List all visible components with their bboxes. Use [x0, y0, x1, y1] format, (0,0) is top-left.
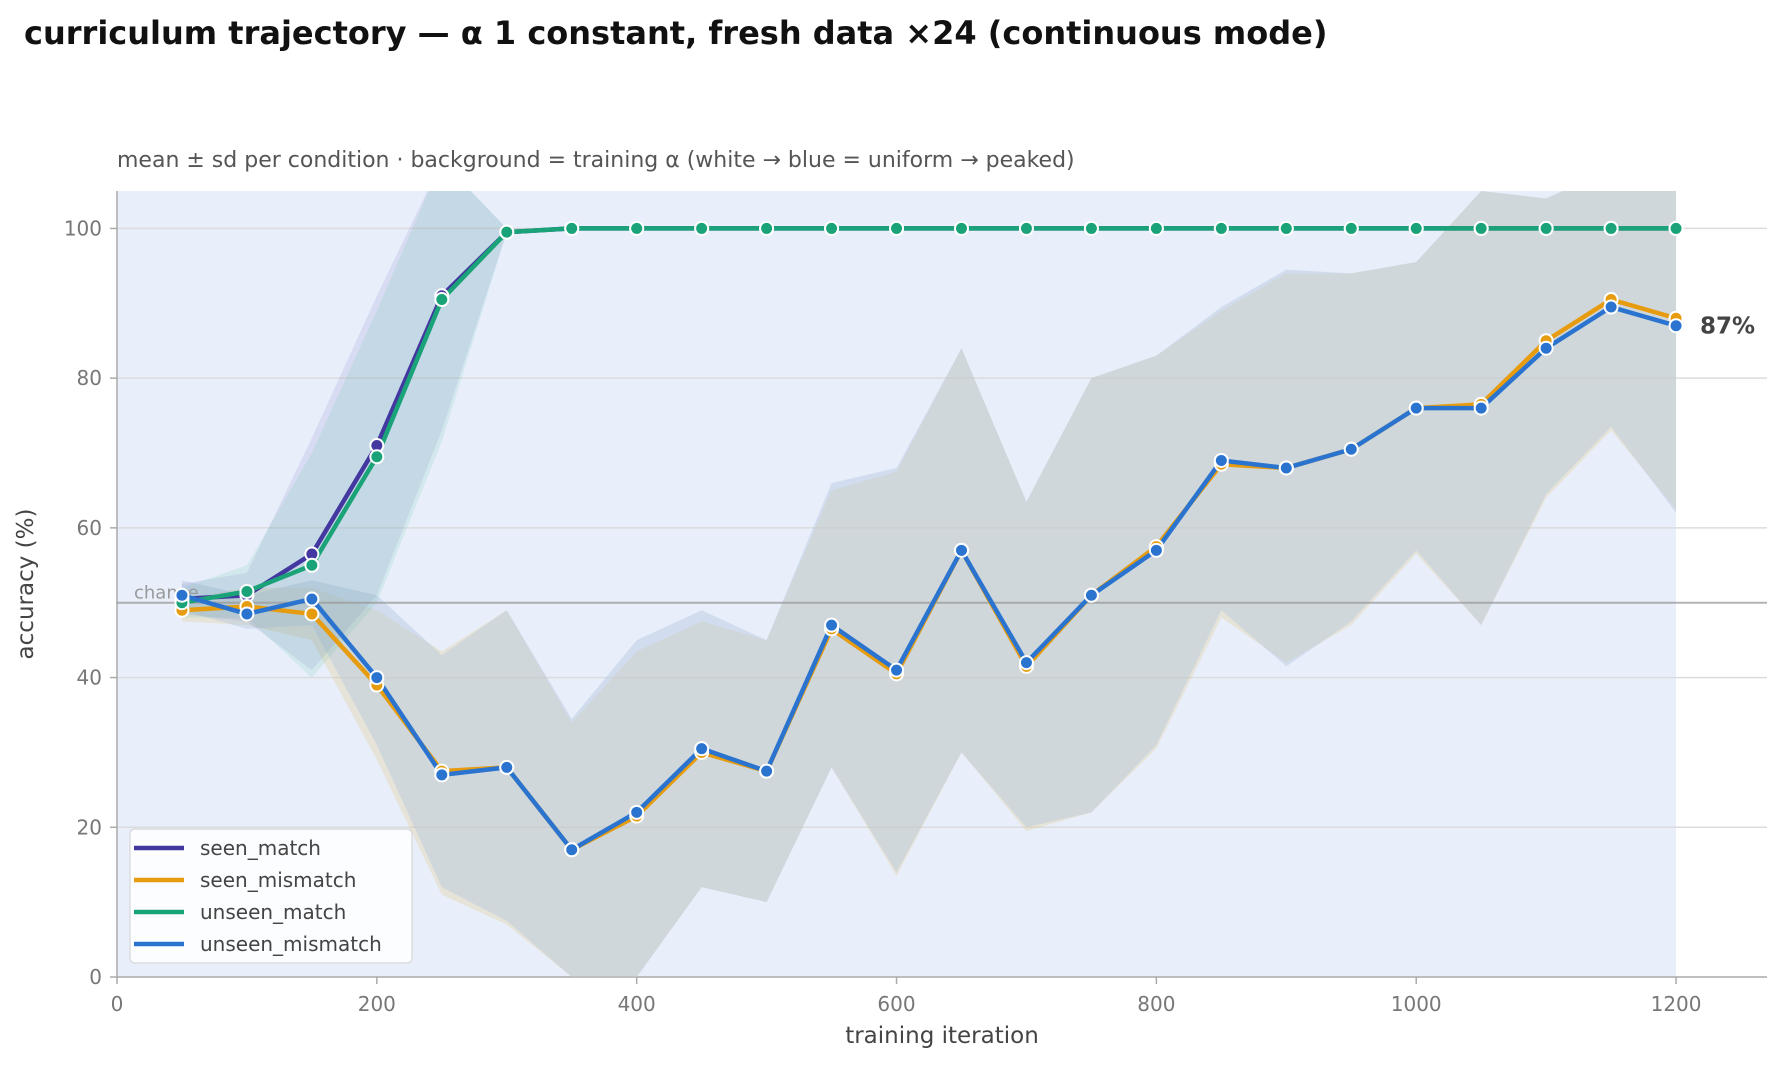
data-point-unseen_match [499, 224, 515, 240]
data-point-unseen_mismatch [499, 759, 515, 775]
x-tick-label: 1200 [1651, 992, 1702, 1016]
legend-box [129, 828, 413, 964]
chart-subtitle: mean ± sd per condition · background = t… [117, 148, 1075, 173]
data-point-unseen_mismatch [239, 606, 255, 622]
x-axis-label: training iteration [845, 1023, 1039, 1049]
data-point-unseen_match [1213, 220, 1229, 236]
data-point-unseen_mismatch [369, 670, 385, 686]
chart-title: curriculum trajectory — α 1 constant, fr… [24, 14, 1328, 52]
data-point-unseen_mismatch [1473, 400, 1489, 416]
data-point-unseen_mismatch [629, 804, 645, 820]
legend: seen_match seen_mismatch unseen_matchunsee… [129, 828, 413, 964]
data-point-unseen_match [759, 220, 775, 236]
data-point-unseen_mismatch [304, 591, 320, 607]
y-tick-label: 0 [89, 965, 102, 989]
points-unseen_mismatch [174, 299, 1684, 858]
legend-label-unseen_mismatch: unseen_mismatch [200, 932, 382, 956]
data-point-unseen_match [1473, 220, 1489, 236]
data-point-unseen_mismatch [1083, 587, 1099, 603]
x-tick-label: 800 [1137, 992, 1175, 1016]
end-value-annotation: 87% [1700, 314, 1755, 340]
data-point-unseen_mismatch [694, 741, 710, 757]
data-point-unseen_mismatch [1668, 318, 1684, 334]
series-lines [181, 226, 1677, 852]
series-points [174, 220, 1684, 858]
legend-label-seen_match: seen_match [200, 836, 321, 860]
x-tick-label: 200 [358, 992, 396, 1016]
legend-label-unseen_match: unseen_match [200, 900, 346, 924]
data-point-unseen_mismatch [759, 763, 775, 779]
y-axis-label: accuracy (%) [13, 509, 39, 660]
data-point-unseen_mismatch [1018, 655, 1034, 671]
y-tick-label: 40 [77, 666, 102, 690]
data-point-unseen_match [1278, 220, 1294, 236]
x-tick-label: 0 [111, 992, 124, 1016]
data-point-unseen_mismatch [1538, 340, 1554, 356]
y-tick-label: 100 [64, 216, 102, 240]
series-line-unseen_match [181, 226, 1677, 605]
data-point-unseen_mismatch [174, 587, 190, 603]
y-tick-label: 60 [77, 516, 102, 540]
data-point-unseen_match [889, 220, 905, 236]
data-point-unseen_mismatch [1343, 441, 1359, 457]
data-point-unseen_match [304, 557, 320, 573]
data-point-unseen_match [1408, 220, 1424, 236]
y-tick-label: 80 [77, 366, 102, 390]
data-point-unseen_mismatch [1278, 460, 1294, 476]
data-point-unseen_match [1668, 220, 1684, 236]
sd-band-unseen_match [181, 191, 1677, 678]
data-point-unseen_match [1603, 220, 1619, 236]
points-unseen_match [174, 220, 1684, 611]
data-point-unseen_match [694, 220, 710, 236]
x-tick-label: 400 [618, 992, 656, 1016]
data-point-seen_mismatch [304, 606, 320, 622]
data-point-unseen_match [1083, 220, 1099, 236]
data-point-unseen_match [564, 220, 580, 236]
data-point-unseen_match [824, 220, 840, 236]
data-point-unseen_mismatch [564, 842, 580, 858]
sd-band-unseen_mismatch [181, 191, 1677, 977]
data-point-unseen_match [629, 220, 645, 236]
data-point-unseen_match [1018, 220, 1034, 236]
data-point-unseen_match [239, 583, 255, 599]
data-point-unseen_mismatch [1213, 452, 1229, 468]
data-point-unseen_mismatch [953, 542, 969, 558]
data-point-unseen_match [369, 449, 385, 465]
axes: 0 200 400 600 800 1000 1200 0 20 40 60 80 100 [64, 191, 1767, 1016]
data-point-unseen_mismatch [1408, 400, 1424, 416]
data-point-unseen_match [434, 292, 450, 308]
x-tick-label: 1000 [1391, 992, 1442, 1016]
data-point-unseen_mismatch [434, 767, 450, 783]
data-point-unseen_mismatch [1148, 542, 1164, 558]
data-point-unseen_mismatch [1603, 299, 1619, 315]
data-point-unseen_mismatch [824, 617, 840, 633]
data-point-unseen_mismatch [889, 662, 905, 678]
data-point-unseen_match [1538, 220, 1554, 236]
y-tick-label: 20 [77, 815, 102, 839]
data-point-unseen_match [1148, 220, 1164, 236]
x-tick-label: 600 [877, 992, 915, 1016]
data-point-unseen_match [953, 220, 969, 236]
legend-label-seen_mismatch: seen_mismatch [200, 868, 356, 892]
data-point-unseen_match [1343, 220, 1359, 236]
sd-band-seen_mismatch [181, 191, 1677, 977]
series-line-unseen_mismatch [181, 304, 1677, 852]
